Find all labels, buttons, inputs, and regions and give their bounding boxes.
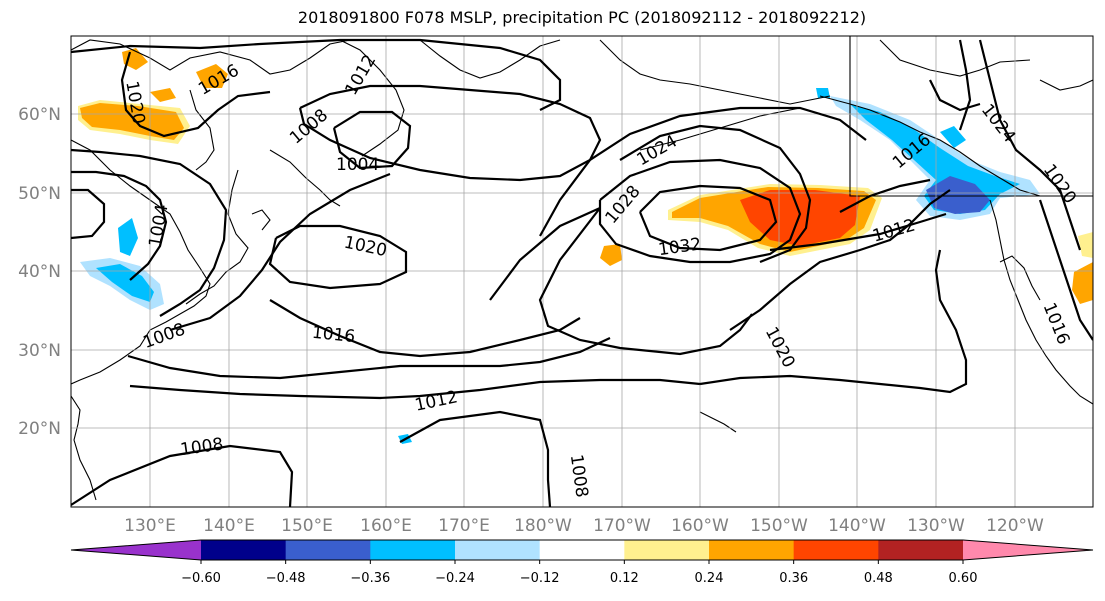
lon-label: 170°E xyxy=(438,516,490,536)
colorbar-tick-label: 0.60 xyxy=(949,571,978,586)
colorbar-tick-label: −0.24 xyxy=(435,571,475,586)
isobars xyxy=(71,38,1093,507)
colorbar-tick-label: 0.36 xyxy=(779,571,808,586)
lon-label: 130°E xyxy=(124,516,176,536)
colorbar-tick-label: −0.60 xyxy=(181,571,221,586)
colorbar-segment xyxy=(793,540,879,560)
colorbar-tick-label: −0.12 xyxy=(520,571,560,586)
colorbar-segment xyxy=(455,540,541,560)
colorbar: −0.60 −0.48 −0.36 −0.24 −0.12 0.12 0.24 0.36 0.4… xyxy=(70,539,1094,586)
lon-label: 160°E xyxy=(360,516,412,536)
latitude-labels: 60°N 50°N 40°N 30°N 20°N xyxy=(18,105,61,439)
colorbar-segment xyxy=(285,540,371,560)
lon-label: 140°W xyxy=(828,516,886,536)
contour-label: 1004 xyxy=(336,155,379,175)
colorbar-tick-label: 0.48 xyxy=(864,571,893,586)
colorbar-segment xyxy=(878,540,964,560)
colorbar-segment xyxy=(201,540,287,560)
lon-label: 150°E xyxy=(281,516,333,536)
lon-label: 160°W xyxy=(671,516,729,536)
lon-label: 120°W xyxy=(986,516,1044,536)
gridlines xyxy=(71,36,1093,507)
colorbar-tick-label: −0.48 xyxy=(266,571,306,586)
colorbar-segment xyxy=(624,540,710,560)
colorbar-tick-label: 0.12 xyxy=(610,571,639,586)
lon-label: 180°W xyxy=(514,516,572,536)
colorbar-tick-label: 0.24 xyxy=(695,571,724,586)
lon-label: 150°W xyxy=(750,516,808,536)
lat-label: 50°N xyxy=(18,184,61,204)
colorbar-segment xyxy=(963,540,1093,560)
lat-label: 40°N xyxy=(18,262,61,282)
contour-label: 1016 xyxy=(311,323,356,347)
lon-label: 140°E xyxy=(203,516,255,536)
precip-shading xyxy=(78,48,1093,444)
longitude-labels: 130°E 140°E 150°E 160°E 170°E 180°W 170°… xyxy=(124,516,1044,536)
colorbar-tick-label: −0.36 xyxy=(350,571,390,586)
lon-label: 130°W xyxy=(907,516,965,536)
coastlines xyxy=(71,36,1093,501)
colorbar-segment xyxy=(71,540,201,560)
map-title: 2018091800 F078 MSLP, precipitation PC (… xyxy=(297,8,867,27)
lon-label: 170°W xyxy=(593,516,651,536)
map-frame xyxy=(70,35,1094,508)
colorbar-segment xyxy=(370,540,456,560)
colorbar-segment xyxy=(709,540,795,560)
lat-label: 20°N xyxy=(18,419,61,439)
colorbar-segment xyxy=(539,540,625,560)
lat-label: 60°N xyxy=(18,105,61,125)
lat-label: 30°N xyxy=(18,341,61,361)
